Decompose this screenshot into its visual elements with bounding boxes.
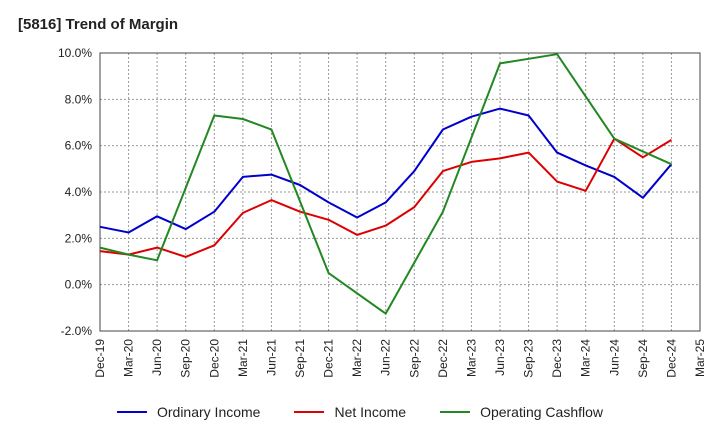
legend-swatch-ordinary-income — [116, 411, 147, 413]
x-tick-label: Mar-25 — [693, 339, 707, 377]
y-tick-label: 0.0% — [65, 278, 93, 292]
y-tick-label: 4.0% — [65, 185, 93, 199]
chart-title: [5816] Trend of Margin — [18, 16, 179, 33]
x-tick-label: Sep-24 — [636, 339, 650, 378]
x-tick-label: Sep-20 — [179, 339, 193, 378]
legend-swatch-operating-cashflow — [440, 411, 471, 413]
legend-item-net-income: Net Income — [294, 404, 406, 420]
plot-border — [99, 52, 701, 332]
legend-item-operating-cashflow: Operating Cashflow — [440, 404, 603, 420]
x-tick-label: Jun-20 — [150, 339, 164, 376]
x-tick-label: Sep-22 — [407, 339, 421, 378]
series-line-net-income — [99, 137, 672, 258]
x-tick-label: Jun-21 — [264, 339, 278, 376]
x-tick-label: Dec-20 — [207, 339, 221, 378]
x-tick-label: Jun-23 — [493, 339, 507, 376]
y-tick-label: 8.0% — [65, 92, 93, 106]
legend: Ordinary Income Net Income Operating Cas… — [0, 404, 720, 420]
x-tick-label: Dec-22 — [436, 339, 450, 378]
legend-item-ordinary-income: Ordinary Income — [116, 404, 261, 420]
legend-label-operating-cashflow: Operating Cashflow — [480, 404, 604, 420]
x-tick-label: Sep-21 — [293, 339, 307, 378]
x-tick-label: Dec-23 — [550, 339, 564, 378]
series-line-operating-cashflow — [99, 53, 672, 315]
x-tick-label: Mar-21 — [236, 339, 250, 377]
legend-swatch-net-income — [294, 411, 325, 413]
y-tick-label: 2.0% — [65, 231, 93, 245]
x-tick-label: Jun-24 — [607, 339, 621, 376]
y-tick-label: 10.0% — [58, 46, 92, 60]
y-tick-label: 6.0% — [65, 139, 93, 153]
legend-label-net-income: Net Income — [334, 404, 407, 420]
x-tick-label: Mar-20 — [122, 339, 136, 377]
x-tick-label: Dec-24 — [664, 339, 678, 378]
series-line-ordinary-income — [99, 107, 673, 234]
x-tick-label: Jun-22 — [379, 339, 393, 376]
x-tick-label: Mar-24 — [579, 339, 593, 377]
x-tick-label: Mar-22 — [350, 339, 364, 377]
legend-label-ordinary-income: Ordinary Income — [156, 404, 261, 420]
x-tick-label: Dec-21 — [322, 339, 336, 378]
x-tick-label: Mar-23 — [464, 339, 478, 377]
x-tick-label: Sep-23 — [522, 339, 536, 378]
x-tick-label: Dec-19 — [93, 339, 107, 378]
y-tick-label: -2.0% — [61, 324, 93, 338]
